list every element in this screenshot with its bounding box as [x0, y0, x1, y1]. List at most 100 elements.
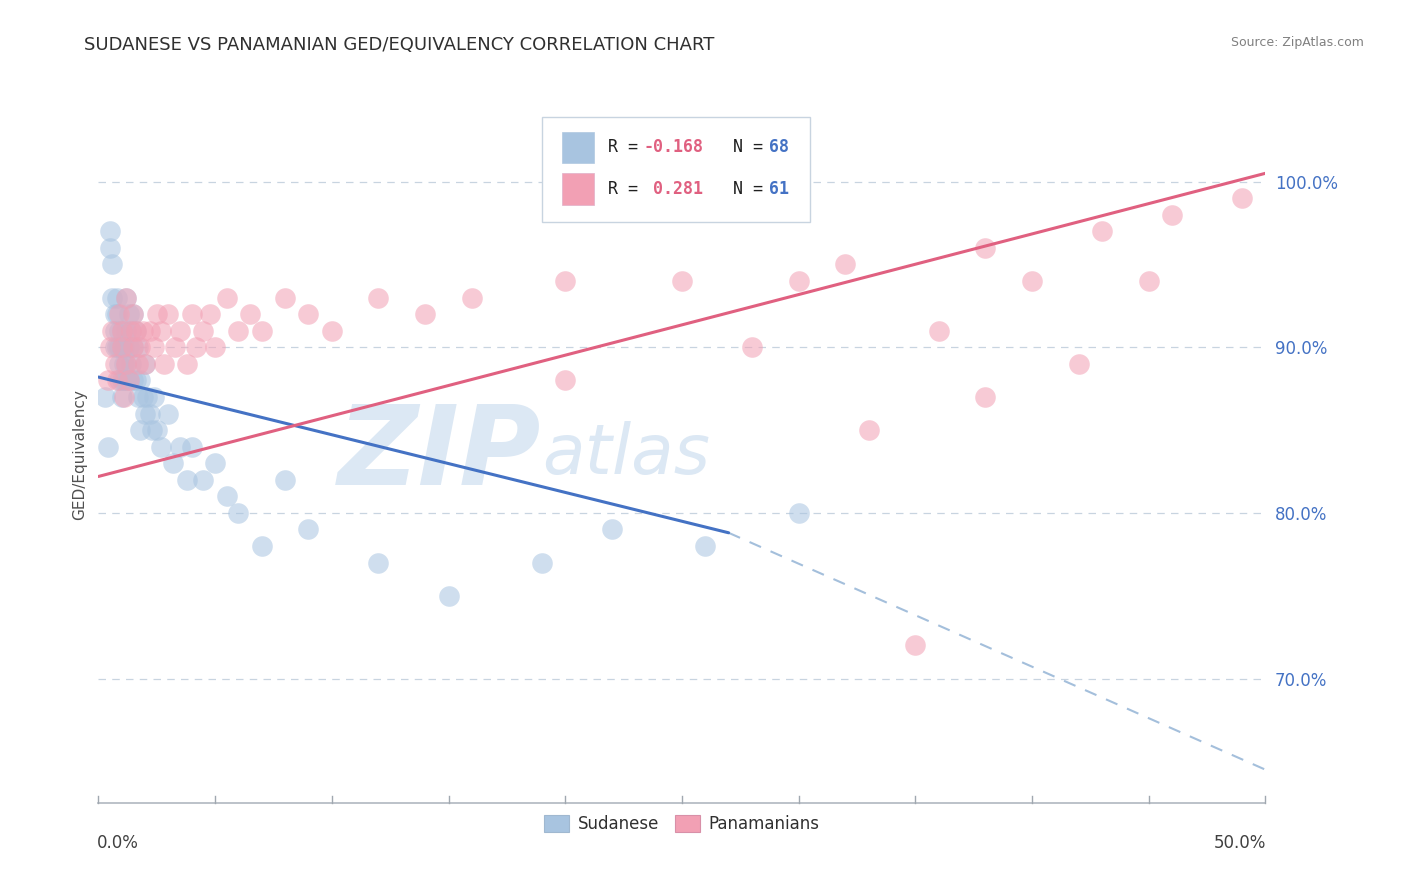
Point — [215, 489, 238, 503]
Text: -0.168: -0.168 — [644, 138, 703, 156]
Point — [118, 307, 141, 321]
Y-axis label: GED/Equivalency: GED/Equivalency — [72, 390, 87, 520]
Point — [139, 407, 162, 421]
Point — [858, 423, 880, 437]
Legend: Sudanese, Panamanians: Sudanese, Panamanians — [537, 808, 827, 839]
Point — [437, 589, 460, 603]
Point — [105, 307, 128, 321]
Point — [125, 324, 148, 338]
Point — [122, 373, 145, 387]
Point — [297, 307, 319, 321]
Point — [367, 291, 389, 305]
Point — [129, 340, 152, 354]
Point — [204, 340, 226, 354]
Point — [112, 340, 135, 354]
Point — [101, 291, 124, 305]
Text: Source: ZipAtlas.com: Source: ZipAtlas.com — [1230, 36, 1364, 49]
Point — [157, 307, 180, 321]
Point — [1067, 357, 1090, 371]
Point — [671, 274, 693, 288]
Point — [1137, 274, 1160, 288]
Point — [134, 407, 156, 421]
Point — [274, 291, 297, 305]
Point — [134, 357, 156, 371]
Point — [834, 257, 856, 271]
Point — [125, 324, 148, 338]
Text: N =: N = — [713, 180, 773, 198]
Point — [115, 373, 138, 387]
Point — [143, 340, 166, 354]
Point — [136, 390, 159, 404]
Point — [367, 556, 389, 570]
Point — [274, 473, 297, 487]
Point — [120, 324, 142, 338]
Point — [239, 307, 262, 321]
Point — [321, 324, 343, 338]
Point — [228, 324, 250, 338]
Point — [118, 373, 141, 387]
Point — [98, 224, 121, 238]
Point — [97, 373, 120, 387]
Point — [134, 357, 156, 371]
Text: 68: 68 — [769, 138, 789, 156]
Point — [215, 291, 238, 305]
Point — [157, 407, 180, 421]
Point — [1091, 224, 1114, 238]
Text: ZIP: ZIP — [339, 401, 541, 508]
Point — [112, 357, 135, 371]
Point — [122, 340, 145, 354]
Point — [115, 291, 138, 305]
Point — [104, 324, 127, 338]
Point — [122, 307, 145, 321]
Point — [111, 324, 134, 338]
Point — [200, 307, 222, 321]
Point — [115, 291, 138, 305]
Point — [118, 373, 141, 387]
Point — [127, 390, 149, 404]
Point — [111, 324, 134, 338]
Point — [176, 357, 198, 371]
Point — [112, 373, 135, 387]
Point — [974, 241, 997, 255]
Point — [101, 257, 124, 271]
Point — [461, 291, 484, 305]
Point — [129, 423, 152, 437]
Point — [928, 324, 950, 338]
Point — [250, 324, 273, 338]
Point — [108, 357, 131, 371]
Point — [105, 291, 128, 305]
Point — [132, 390, 155, 404]
Point — [787, 274, 810, 288]
Point — [115, 324, 138, 338]
Text: N =: N = — [713, 138, 773, 156]
Point — [120, 357, 142, 371]
Point — [111, 390, 134, 404]
Point — [176, 473, 198, 487]
Point — [120, 324, 142, 338]
Point — [125, 373, 148, 387]
Point — [104, 307, 127, 321]
Point — [554, 274, 576, 288]
Point — [1230, 191, 1253, 205]
Point — [297, 523, 319, 537]
Point — [98, 340, 121, 354]
Point — [180, 440, 202, 454]
Point — [180, 307, 202, 321]
Point — [204, 456, 226, 470]
Point — [112, 390, 135, 404]
Point — [554, 373, 576, 387]
Point — [146, 307, 169, 321]
Point — [228, 506, 250, 520]
Point — [787, 506, 810, 520]
Point — [1161, 208, 1184, 222]
Point — [143, 390, 166, 404]
Point — [111, 373, 134, 387]
Point — [741, 340, 763, 354]
Point — [122, 340, 145, 354]
Point — [127, 357, 149, 371]
Point — [169, 440, 191, 454]
Point — [150, 440, 173, 454]
Point — [139, 324, 162, 338]
Point — [250, 539, 273, 553]
Point — [105, 373, 128, 387]
